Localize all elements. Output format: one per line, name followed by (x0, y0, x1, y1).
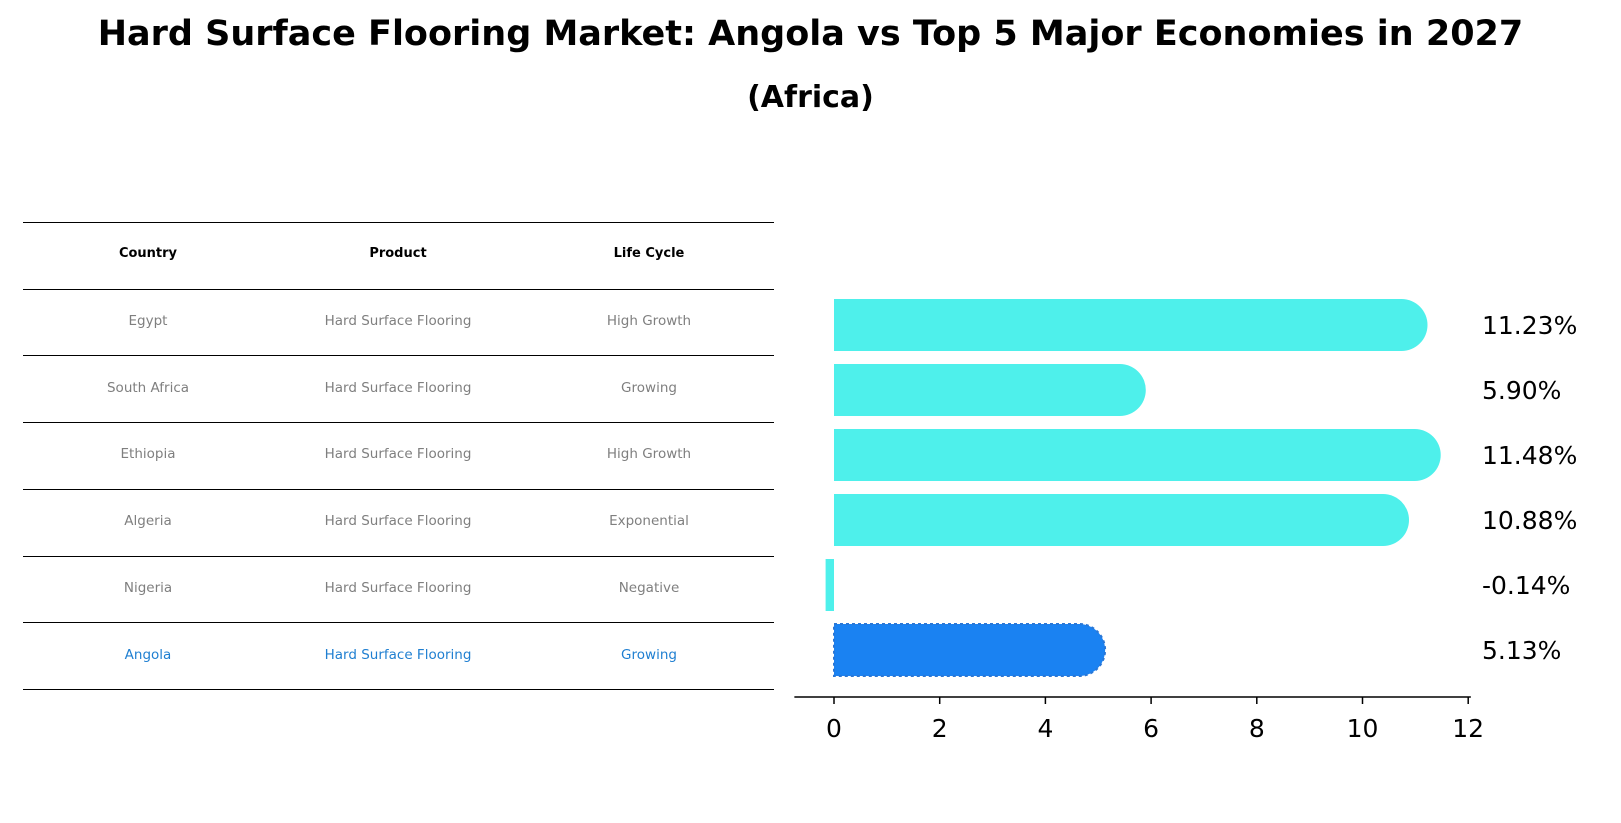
table-cell: Growing (621, 646, 677, 663)
data-label: 5.90% (1482, 376, 1561, 405)
data-label: 5.13% (1482, 636, 1561, 665)
table-cell: Hard Surface Flooring (324, 313, 472, 330)
bar (834, 364, 1146, 416)
bar (834, 299, 1428, 351)
table-cell: South Africa (106, 379, 190, 396)
x-tick-label: 10 (1347, 714, 1379, 743)
table-rule (23, 422, 774, 424)
table-cell: Ethiopia (120, 446, 176, 463)
x-tick-label: 4 (1037, 714, 1053, 743)
x-tick-label: 6 (1143, 714, 1159, 743)
chart-subtitle: (Africa) (747, 80, 874, 115)
table-cell: Hard Surface Flooring (324, 379, 472, 396)
table-rule (23, 288, 774, 290)
data-label: 11.23% (1482, 311, 1577, 340)
chart-title: Hard Surface Flooring Market: Angola vs … (97, 14, 1524, 54)
table-rule (23, 355, 774, 357)
table-cell: Hard Surface Flooring (324, 646, 472, 663)
table-cell: Exponential (609, 513, 689, 530)
table-header-cell: Life Cycle (613, 246, 685, 262)
x-tick-label: 0 (826, 714, 842, 743)
table-rule (23, 555, 774, 557)
table-cell: Growing (621, 379, 677, 396)
data-label: 10.88% (1482, 506, 1577, 535)
x-tick-label: 12 (1452, 714, 1484, 743)
data-label: 11.48% (1482, 441, 1577, 470)
table-header-cell: Country (118, 246, 178, 262)
table-cell: Egypt (128, 313, 168, 330)
x-tick-label: 8 (1249, 714, 1265, 743)
table-cell: Hard Surface Flooring (324, 579, 472, 596)
table-rule (23, 488, 774, 490)
table-header-cell: Product (369, 246, 427, 262)
x-tick-label: 2 (932, 714, 948, 743)
table-cell: Hard Surface Flooring (324, 446, 472, 463)
table-cell: Negative (618, 579, 680, 596)
bar (825, 559, 834, 611)
table-rule (23, 622, 774, 624)
table-rule (23, 688, 774, 690)
bar (834, 429, 1441, 481)
table-cell: Angola (124, 646, 172, 663)
table-rule (23, 222, 774, 223)
table-cell: High Growth (606, 446, 692, 463)
table-cell: Nigeria (123, 579, 173, 596)
table-cell: High Growth (606, 313, 692, 330)
data-label: -0.14% (1482, 571, 1570, 600)
table-cell: Hard Surface Flooring (324, 513, 472, 530)
table-cell: Algeria (124, 513, 172, 530)
bar (834, 494, 1410, 546)
bar (833, 623, 1107, 677)
